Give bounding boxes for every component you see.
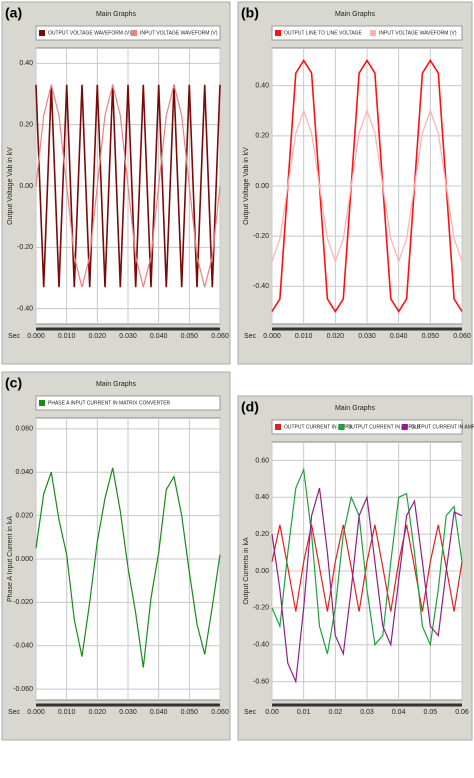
series-line: [271, 524, 463, 612]
series-line: [35, 84, 221, 288]
y-axis-label: Output Voltage Vab in kV: [243, 147, 250, 225]
x-tick-label: 0.02: [329, 709, 343, 716]
y-tick-label: 0.20: [255, 531, 269, 538]
x-tick-label: 0.010: [58, 709, 76, 716]
y-tick-label: 0.00: [255, 568, 269, 575]
y-tick-label: -0.20: [253, 605, 269, 612]
x-tick-label: 0.04: [392, 709, 406, 716]
y-tick-label: 0.20: [19, 122, 33, 129]
legend-swatch: [401, 424, 408, 430]
y-tick-label: 0.00: [19, 183, 33, 190]
x-tick-label: 0.060: [453, 333, 471, 340]
chart-title: Main Graphs: [335, 405, 376, 412]
series-line: [35, 467, 221, 668]
x-tick-label: 0.020: [89, 333, 107, 340]
x-tick-label: 0.040: [390, 333, 408, 340]
y-tick-label: -0.60: [253, 678, 269, 685]
x-axis-label: Sec: [244, 333, 257, 340]
x-tick-label: 0.060: [211, 709, 229, 716]
x-axis-label: Sec: [244, 709, 257, 716]
panel-label: (c): [5, 375, 22, 391]
chart-title: Main Graphs: [335, 11, 376, 18]
x-tick-label: 0.030: [119, 333, 137, 340]
legend-swatch: [39, 400, 45, 406]
legend-swatch: [338, 424, 345, 430]
series-line: [35, 84, 221, 288]
y-tick-label: 0.00: [255, 183, 269, 190]
x-tick-label: 0.030: [358, 333, 376, 340]
chart-title: Main Graphs: [96, 11, 137, 18]
y-tick-label: -0.40: [253, 642, 269, 649]
legend-label: OUTPUT CURRENT IN AMPS: [284, 424, 353, 430]
y-tick-label: 0.020: [15, 512, 33, 519]
series-line: [271, 58, 463, 314]
legend: [271, 419, 463, 435]
legend: [35, 395, 221, 411]
legend-label: INPUT VOLTAGE WAVEFORM (V): [379, 30, 457, 36]
series-line: [271, 487, 463, 684]
legend-label: PHASE A INPUT CURRENT IN MATRIX CONVERTE…: [48, 400, 171, 406]
y-tick-label: 0.040: [15, 469, 33, 476]
x-axis-label: Sec: [8, 709, 21, 716]
y-axis-label: Output Voltage Vab in kV: [7, 147, 14, 225]
y-tick-label: 0.000: [15, 556, 33, 563]
legend-swatch: [39, 30, 45, 36]
y-axis-label: Phase A Input Current in kA: [7, 516, 14, 602]
y-tick-label: -0.40: [253, 283, 269, 290]
x-tick-label: 0.06: [455, 709, 469, 716]
chart-title: Main Graphs: [96, 381, 137, 388]
legend-swatch: [131, 30, 137, 36]
y-tick-label: 0.60: [255, 457, 269, 464]
x-tick-label: 0.050: [422, 333, 440, 340]
panel-label: (a): [5, 5, 22, 21]
x-tick-label: 0.050: [181, 333, 199, 340]
legend-label: OUTPUT CURRENT IN AMPS C: [411, 424, 474, 430]
x-tick-label: 0.040: [150, 333, 168, 340]
y-axis-label: Output Currents in kA: [243, 537, 250, 605]
legend: [271, 25, 463, 41]
x-axis-label: Sec: [8, 333, 21, 340]
y-tick-label: 0.20: [255, 133, 269, 140]
x-tick-label: 0.000: [27, 333, 45, 340]
x-tick-label: 0.00: [265, 709, 279, 716]
y-tick-label: 0.40: [19, 60, 33, 67]
legend-label: INPUT VOLTAGE WAVEFORM (V): [140, 30, 218, 36]
panel-label: (b): [241, 5, 259, 21]
legend-label: OUTPUT CURRENT IN AMPS B: [347, 424, 420, 430]
legend-label: OUTPUT LINE TO LINE VOLTAGE: [284, 30, 363, 36]
x-tick-label: 0.000: [27, 709, 45, 716]
y-tick-label: -0.040: [13, 643, 33, 650]
y-tick-label: -0.40: [17, 306, 33, 313]
x-tick-label: 0.010: [58, 333, 76, 340]
x-tick-label: 0.000: [263, 333, 281, 340]
legend-swatch: [370, 30, 376, 36]
x-tick-label: 0.010: [295, 333, 313, 340]
x-tick-label: 0.030: [119, 709, 137, 716]
legend: [35, 25, 221, 41]
y-tick-label: 0.40: [255, 494, 269, 501]
x-tick-label: 0.01: [297, 709, 311, 716]
y-tick-label: 0.40: [255, 82, 269, 89]
y-tick-label: -0.060: [13, 686, 33, 693]
series-line: [271, 108, 463, 264]
y-tick-label: -0.20: [253, 233, 269, 240]
legend-swatch: [275, 424, 281, 430]
x-tick-label: 0.050: [181, 709, 199, 716]
legend-swatch: [275, 30, 281, 36]
y-tick-label: -0.20: [17, 244, 33, 251]
x-tick-label: 0.060: [211, 333, 229, 340]
series-line: [271, 467, 463, 655]
x-tick-label: 0.05: [424, 709, 438, 716]
x-tick-label: 0.020: [327, 333, 345, 340]
x-tick-label: 0.03: [360, 709, 374, 716]
y-tick-label: 0.060: [15, 426, 33, 433]
legend-label: OUTPUT VOLTAGE WAVEFORM (V): [48, 30, 131, 36]
x-tick-label: 0.020: [89, 709, 107, 716]
y-tick-label: -0.020: [13, 599, 33, 606]
x-tick-label: 0.040: [150, 709, 168, 716]
panel-label: (d): [241, 399, 259, 415]
